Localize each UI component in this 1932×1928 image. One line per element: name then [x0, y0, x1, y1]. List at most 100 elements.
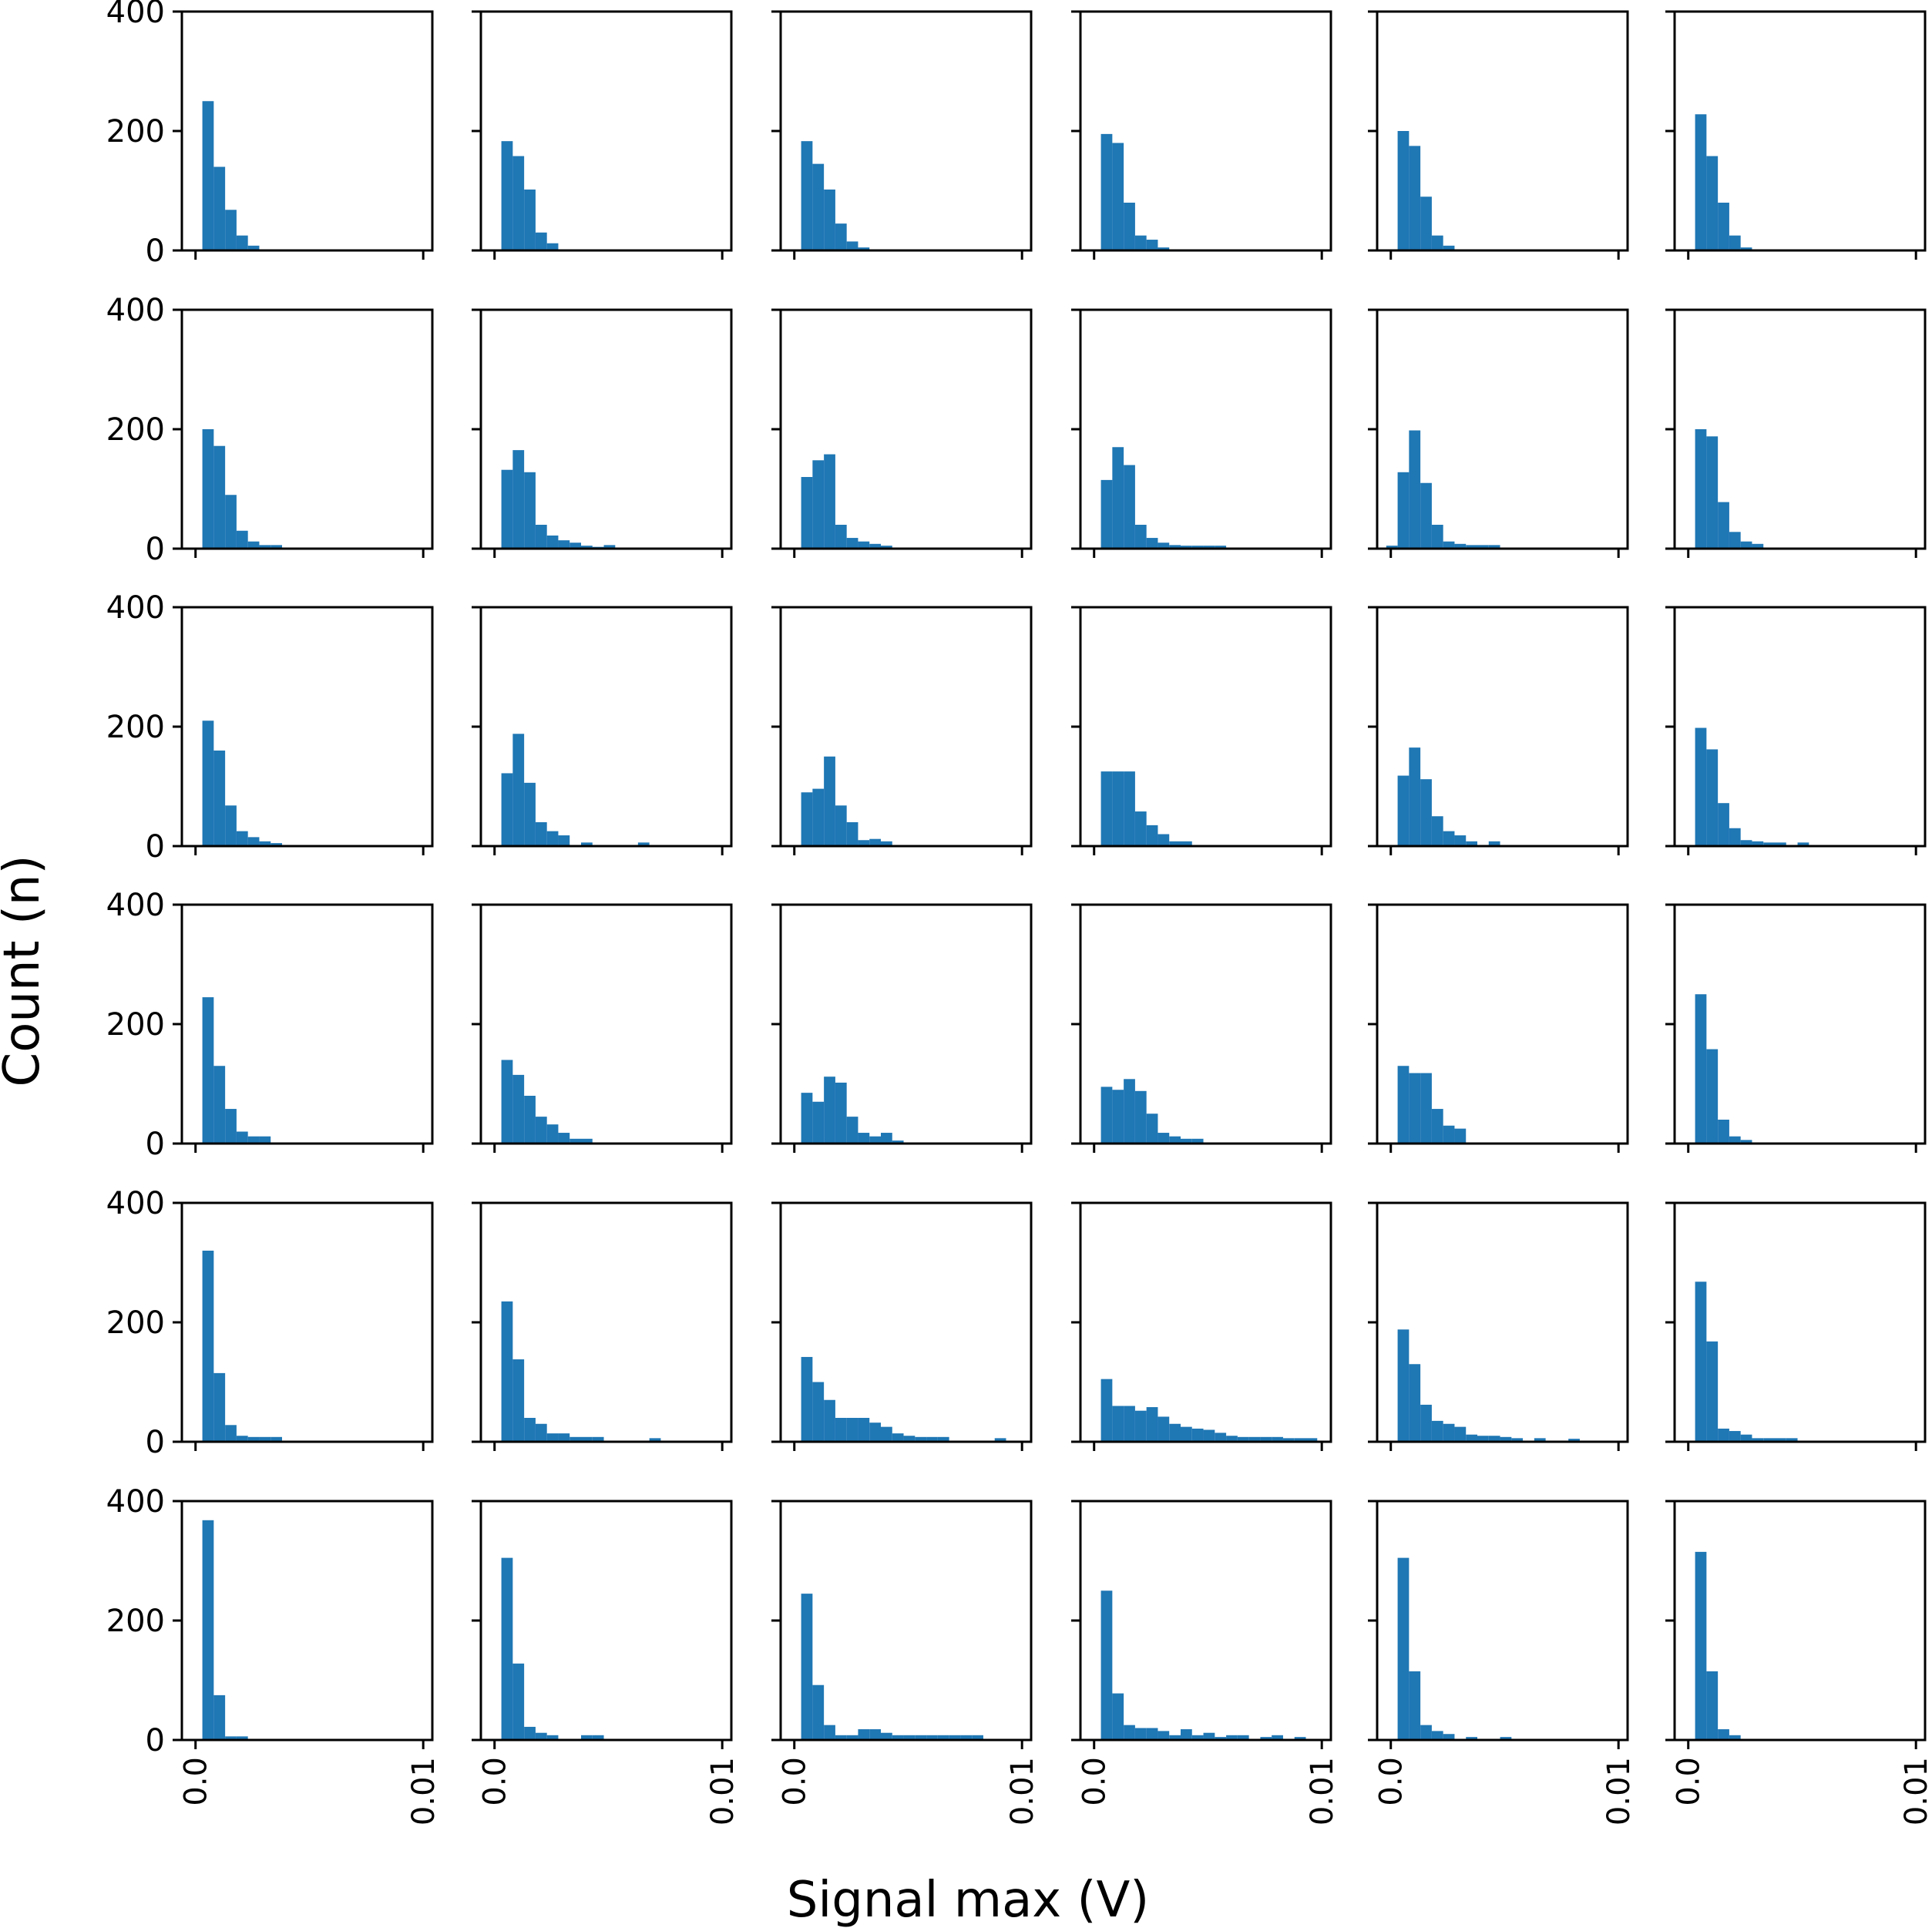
- histogram-bar: [247, 837, 260, 847]
- histogram-bar: [892, 1140, 904, 1144]
- histogram-bar: [994, 1438, 1006, 1442]
- histogram-bar: [824, 454, 835, 549]
- histogram-bar: [858, 1133, 870, 1144]
- histogram-bar: [202, 997, 214, 1144]
- histogram-bar: [236, 1736, 248, 1740]
- histogram-bar: [869, 838, 881, 846]
- y-tick-label: 200: [106, 710, 165, 745]
- x-tick-label: 0.0: [478, 1757, 513, 1806]
- histogram-bar: [1763, 842, 1775, 846]
- histogram-bar: [1203, 1429, 1215, 1442]
- subplot-r3-c6: [1665, 606, 1927, 855]
- histogram-bar: [202, 1251, 214, 1442]
- histogram-bar: [535, 1732, 547, 1740]
- histogram-bar: [824, 756, 835, 846]
- x-tick-label: 0.0: [1077, 1757, 1113, 1806]
- histogram-bar: [501, 773, 513, 846]
- histogram-bar: [1477, 1436, 1489, 1442]
- subplot-r4-c2: [472, 903, 733, 1153]
- histogram-bar: [1729, 235, 1741, 251]
- histogram-bar: [1488, 841, 1500, 846]
- subplot-grid: 0 200 400 0 200 400 0 200 400 0 200 400 0 200 400 0 200 4…: [106, 0, 1932, 1826]
- histogram-bar: [1695, 429, 1707, 549]
- histogram-bar: [501, 141, 513, 250]
- histogram-bar: [570, 542, 581, 549]
- histogram-bar: [1146, 1113, 1158, 1144]
- histogram-bar: [202, 429, 214, 549]
- histogram-bar: [1169, 841, 1181, 846]
- histogram-bar: [892, 1735, 904, 1740]
- histogram-bar: [512, 1663, 525, 1740]
- histogram-bar: [812, 1382, 825, 1442]
- histogram-bar: [915, 1735, 927, 1740]
- subplot-r4-c3: [771, 903, 1033, 1153]
- histogram-bar: [1740, 1434, 1752, 1442]
- x-tick-label: 0.01: [406, 1757, 442, 1826]
- histogram-bar: [892, 1433, 904, 1442]
- histogram-bar: [846, 822, 858, 846]
- histogram-bar: [1454, 1426, 1467, 1443]
- histogram-bar: [1431, 1109, 1443, 1144]
- y-tick-label: 0: [146, 1127, 165, 1162]
- histogram-bar: [546, 243, 559, 250]
- histogram-bar: [1397, 1066, 1410, 1144]
- subplot-r1-c2: [472, 10, 733, 260]
- subplot-r2-c6: [1665, 308, 1927, 558]
- histogram-bar: [1158, 542, 1170, 549]
- histogram-bar: [801, 792, 813, 846]
- histogram-bar: [1134, 1728, 1147, 1740]
- subplot-r6-c6: 0.0 0.01: [1665, 1500, 1932, 1826]
- histogram-bar: [1124, 1079, 1135, 1144]
- histogram-bar: [1706, 436, 1719, 549]
- histogram-bar: [812, 1101, 825, 1144]
- histogram-bar: [202, 101, 214, 250]
- histogram-bar: [1511, 1438, 1524, 1442]
- histogram-bar: [812, 788, 825, 846]
- histogram-bar: [1466, 1737, 1477, 1741]
- histogram-bar: [801, 1356, 813, 1442]
- histogram-bar: [213, 445, 226, 549]
- histogram-bar: [558, 540, 570, 549]
- subplot-r3-c1: 0 200 400: [106, 590, 434, 865]
- y-tick-label: 200: [106, 1305, 165, 1341]
- histogram-bar: [926, 1735, 938, 1740]
- histogram-bar: [1420, 1073, 1432, 1144]
- histogram-bar: [949, 1735, 961, 1740]
- histogram-bar: [247, 541, 260, 549]
- histogram-bar: [1158, 1731, 1170, 1741]
- histogram-bar: [524, 189, 536, 250]
- histogram-bar: [1420, 196, 1432, 250]
- y-tick-label: 0: [146, 1723, 165, 1758]
- histogram-bar: [1237, 1436, 1249, 1442]
- histogram-bar: [824, 1077, 835, 1144]
- histogram-bar: [501, 469, 513, 549]
- subplot-r3-c5: [1368, 606, 1629, 855]
- histogram-bar: [1729, 1431, 1741, 1442]
- subplot-r1-c3: [771, 10, 1033, 260]
- histogram-bar: [1500, 1737, 1512, 1741]
- histogram-bar: [1203, 546, 1215, 549]
- histogram-bar: [801, 1594, 813, 1741]
- histogram-bar: [1466, 1434, 1477, 1442]
- histogram-bar: [1695, 1281, 1707, 1442]
- histogram-bar: [1260, 1737, 1272, 1741]
- histogram-bar: [524, 782, 536, 846]
- histogram-bar: [1443, 541, 1455, 549]
- histogram-bar: [546, 831, 559, 847]
- histogram-bar: [1695, 1551, 1707, 1741]
- histogram-bar: [1100, 479, 1113, 549]
- histogram-bar: [812, 460, 825, 549]
- histogram-bar: [524, 1726, 536, 1740]
- histogram-bar: [1112, 143, 1124, 250]
- histogram-bar: [1146, 1407, 1158, 1442]
- y-tick-label: 200: [106, 412, 165, 448]
- histogram-bar: [1443, 1125, 1455, 1144]
- histogram-bar: [1124, 465, 1135, 549]
- histogram-bar: [512, 450, 525, 549]
- histogram-bar: [1158, 834, 1170, 846]
- y-tick-label: 200: [106, 1007, 165, 1043]
- histogram-bar: [236, 1436, 248, 1442]
- x-tick-label: 0.01: [1601, 1757, 1637, 1826]
- histogram-bar: [1397, 131, 1410, 250]
- subplot-r5-c6: [1665, 1201, 1927, 1451]
